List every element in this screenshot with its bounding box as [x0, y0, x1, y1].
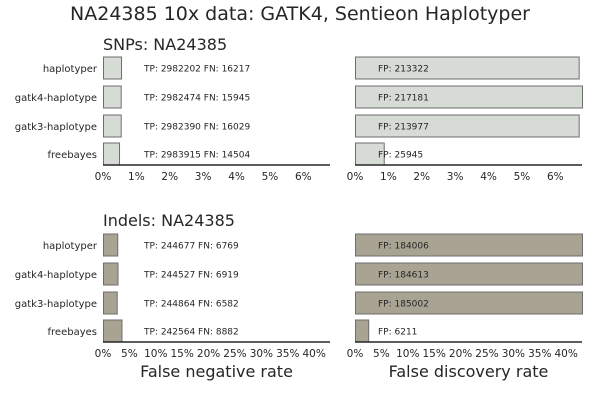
- indels-fnr-tick-label-0: 0%: [95, 348, 112, 360]
- snps-fnr-category-label-haplotyper: haplotyper: [43, 64, 98, 75]
- snps-fdr-bar-label-haplotyper: FP: 213322: [378, 65, 429, 75]
- indels-fnr-bar-gatk3-haplotype: [103, 291, 118, 315]
- snps-fnr-bar-freebayes: [103, 142, 121, 166]
- snps-fdr-bar-label-freebayes: FP: 25945: [378, 151, 423, 161]
- indels-fdr-bar-label-gatk4-haplotype: FP: 184613: [378, 271, 429, 281]
- snps-fdr-bar-gatk3-haplotype: [355, 114, 580, 138]
- indels-fdr-tick-label-1: 5%: [373, 348, 390, 360]
- snps-fdr-tick-label-0: 0%: [347, 171, 364, 183]
- indels-fnr-bar-label-freebayes: TP: 242564 FN: 8882: [143, 328, 239, 338]
- snps-fdr-bar-label-gatk4-haplotype: FP: 217181: [378, 94, 429, 104]
- indels-fdr-bar-gatk3-haplotype: [355, 291, 583, 315]
- indels-fnr-category-label-gatk4-haplotype: gatk4-haplotype: [15, 270, 97, 281]
- snps-fnr-bar-label-freebayes: TP: 2983915 FN: 14504: [143, 151, 250, 161]
- indels-fnr-bar-label-gatk4-haplotype: TP: 244527 FN: 6919: [143, 271, 239, 281]
- indels-fnr-tick-label-4: 20%: [197, 348, 220, 360]
- indels-fnr-tick-label-3: 15%: [171, 348, 194, 360]
- snps-fdr-tick-label-4: 4%: [480, 171, 497, 183]
- indels-fdr-tick-label-2: 10%: [396, 348, 419, 360]
- indels-fdr-bar-freebayes: [355, 319, 370, 343]
- indels-fnr-bar-label-gatk3-haplotype: TP: 244864 FN: 6582: [143, 300, 239, 310]
- snps-fnr-tick-label-0: 0%: [95, 171, 112, 183]
- indels-fdr-tick-label-6: 30%: [502, 348, 525, 360]
- snps-fnr-tick-label-4: 4%: [228, 171, 245, 183]
- indels-fnr-bar-haplotyper: [103, 233, 119, 257]
- indels-fnr-category-label-haplotyper: haplotyper: [43, 241, 98, 252]
- indels-fdr-tick-label-5: 25%: [475, 348, 498, 360]
- snps-fnr-bar-gatk4-haplotype: [103, 85, 122, 109]
- snps-fdr-tick-label-6: 6%: [547, 171, 564, 183]
- indels-fdr-bar-gatk4-haplotype: [355, 262, 583, 286]
- snps-fnr-tick-label-6: 6%: [295, 171, 312, 183]
- snps-fnr-bar-label-gatk3-haplotype: TP: 2982390 FN: 16029: [143, 123, 250, 133]
- indels-fdr-bar-label-gatk3-haplotype: FP: 185002: [378, 300, 429, 310]
- indels-fdr-tick-label-4: 20%: [449, 348, 472, 360]
- indels-fdr-tick-label-3: 15%: [423, 348, 446, 360]
- snps-fnr-category-label-gatk3-haplotype: gatk3-haplotype: [15, 122, 97, 133]
- indels-fnr-tick-label-8: 40%: [302, 348, 325, 360]
- snps-fnr-bar-gatk3-haplotype: [103, 114, 122, 138]
- snps-fdr-bar-label-gatk3-haplotype: FP: 213977: [378, 123, 429, 133]
- snps-fnr-bar-haplotyper: [103, 56, 123, 80]
- indels-fnr-tick-label-6: 30%: [250, 348, 273, 360]
- indels-fnr-bar-label-haplotyper: TP: 244677 FN: 6769: [143, 242, 239, 252]
- snps-fnr-bar-label-haplotyper: TP: 2982202 FN: 16217: [143, 65, 250, 75]
- snps-fdr-tick-label-3: 3%: [447, 171, 464, 183]
- indels-fnr-tick-label-5: 25%: [223, 348, 246, 360]
- snps-fnr-bar-label-gatk4-haplotype: TP: 2982474 FN: 15945: [143, 94, 250, 104]
- snps-panel-title: SNPs: NA24385: [103, 35, 228, 54]
- snps-fdr-tick-label-1: 1%: [380, 171, 397, 183]
- snps-fnr-category-label-gatk4-haplotype: gatk4-haplotype: [15, 93, 97, 104]
- indels-fdr-bar-label-haplotyper: FP: 184006: [378, 242, 429, 252]
- indels-fnr-tick-label-7: 35%: [276, 348, 299, 360]
- indels-fdr-tick-label-0: 0%: [347, 348, 364, 360]
- indels-fdr-tick-label-8: 40%: [554, 348, 577, 360]
- indels-fdr-bar-label-freebayes: FP: 6211: [378, 328, 417, 338]
- indels-fnr-bar-freebayes: [103, 319, 123, 343]
- indels-fdr-bar-haplotyper: [355, 233, 583, 257]
- fnr-axis-label: False negative rate: [140, 362, 293, 381]
- snps-fnr-tick-label-2: 2%: [161, 171, 178, 183]
- snps-fdr-bar-gatk4-haplotype: [355, 85, 583, 109]
- indels-fdr-tick-label-7: 35%: [528, 348, 551, 360]
- figure-title: NA24385 10x data: GATK4, Sentieon Haplot…: [70, 3, 530, 25]
- snps-fnr-tick-label-5: 5%: [262, 171, 279, 183]
- indels-fnr-category-label-gatk3-haplotype: gatk3-haplotype: [15, 299, 97, 310]
- snps-fnr-tick-label-1: 1%: [128, 171, 145, 183]
- fdr-axis-label: False discovery rate: [388, 362, 549, 381]
- indels-fnr-tick-label-1: 5%: [121, 348, 138, 360]
- indels-fnr-bar-gatk4-haplotype: [103, 262, 119, 286]
- snps-fnr-tick-label-3: 3%: [195, 171, 212, 183]
- indels-fnr-tick-label-2: 10%: [144, 348, 167, 360]
- indels-fnr-category-label-freebayes: freebayes: [48, 327, 97, 338]
- snps-fdr-tick-label-2: 2%: [413, 171, 430, 183]
- snps-fdr-bar-haplotyper: [355, 56, 580, 80]
- indels-panel-title: Indels: NA24385: [103, 211, 235, 230]
- snps-fnr-category-label-freebayes: freebayes: [48, 150, 97, 161]
- snps-fdr-tick-label-5: 5%: [514, 171, 531, 183]
